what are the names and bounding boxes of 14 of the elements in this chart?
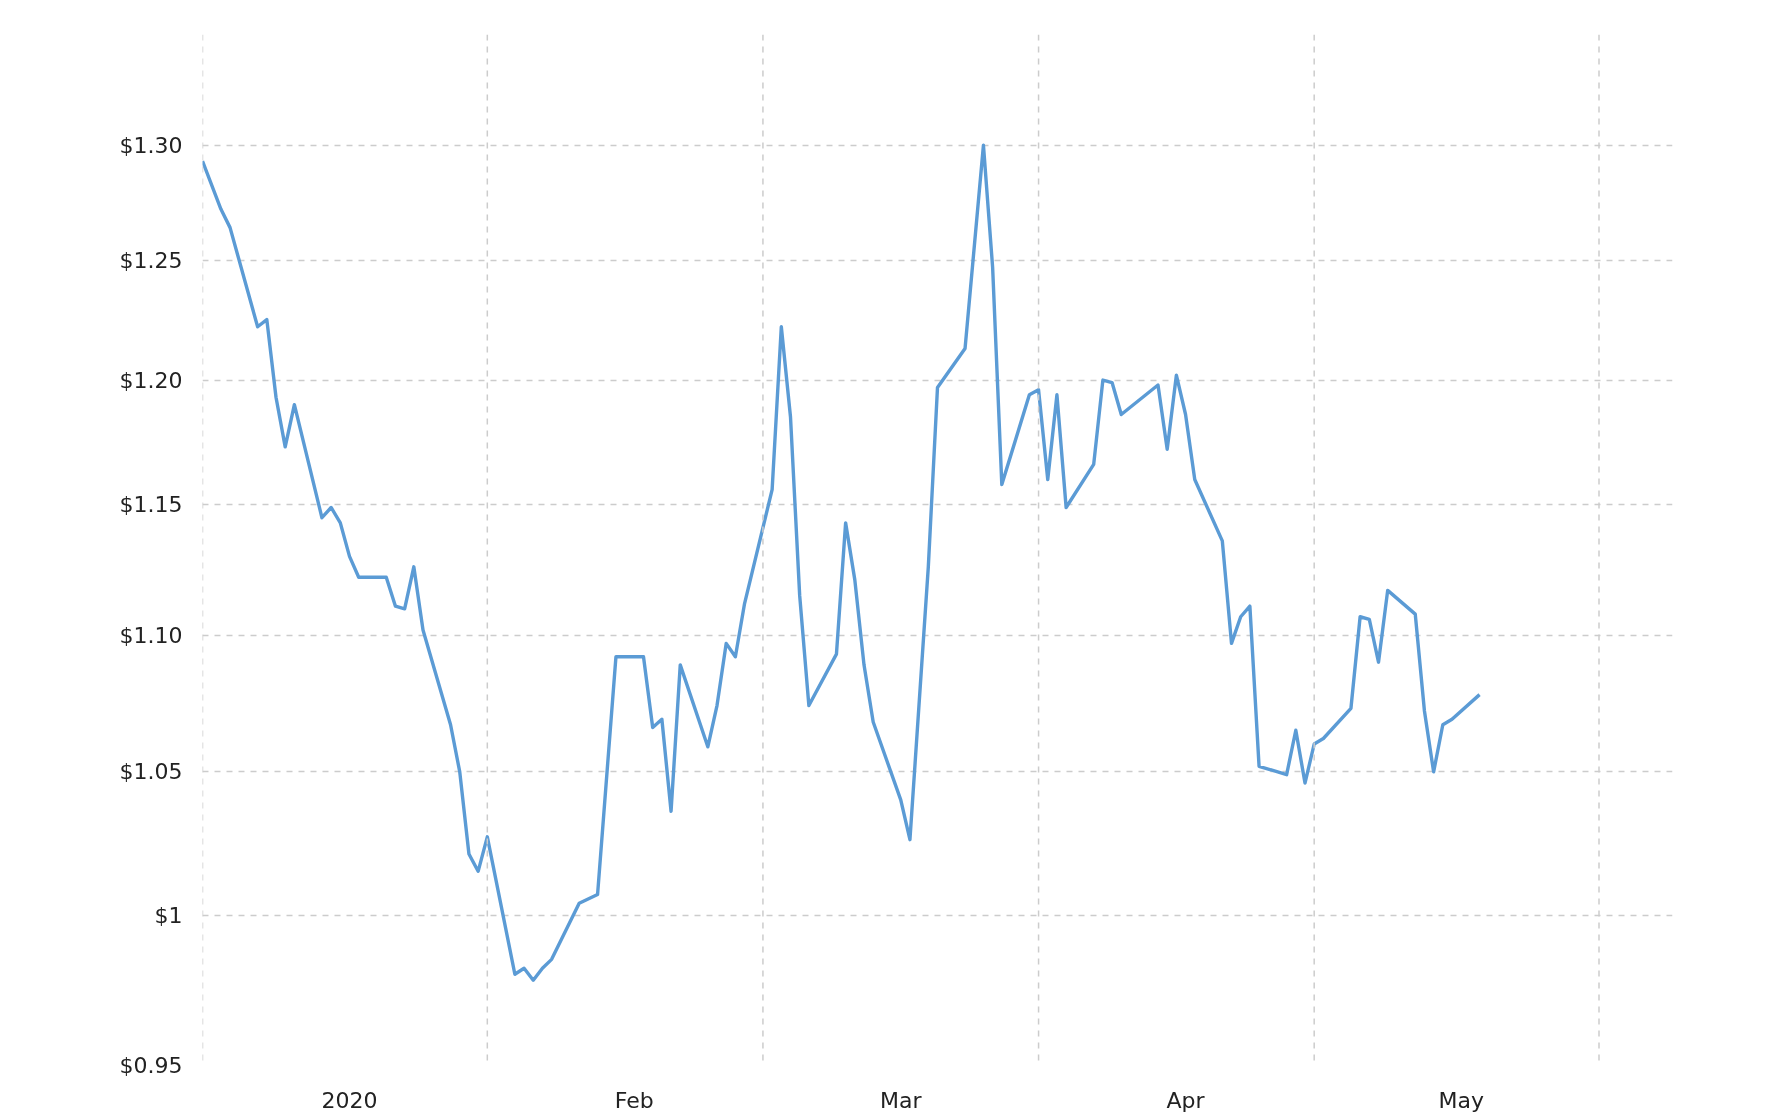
line-series xyxy=(202,143,1482,982)
y-tick-label: $1.05 xyxy=(119,759,183,785)
y-tick-label: $1.25 xyxy=(119,247,183,273)
y-tick-label: $1.30 xyxy=(119,132,183,158)
y-tick-label: $1 xyxy=(154,902,183,928)
x-tick-label: Mar xyxy=(880,1087,923,1113)
x-tick-label: Apr xyxy=(1166,1087,1206,1113)
y-tick-label: $1.15 xyxy=(119,492,183,518)
x-tick-label: 2020 xyxy=(321,1087,378,1113)
y-tick-label: $0.95 xyxy=(119,1053,183,1078)
x-tick-label: May xyxy=(1438,1087,1484,1113)
x-tick-label: Feb xyxy=(614,1087,654,1113)
y-tick-label: $1.10 xyxy=(119,622,183,648)
y-tick-label: $1.20 xyxy=(119,367,183,393)
